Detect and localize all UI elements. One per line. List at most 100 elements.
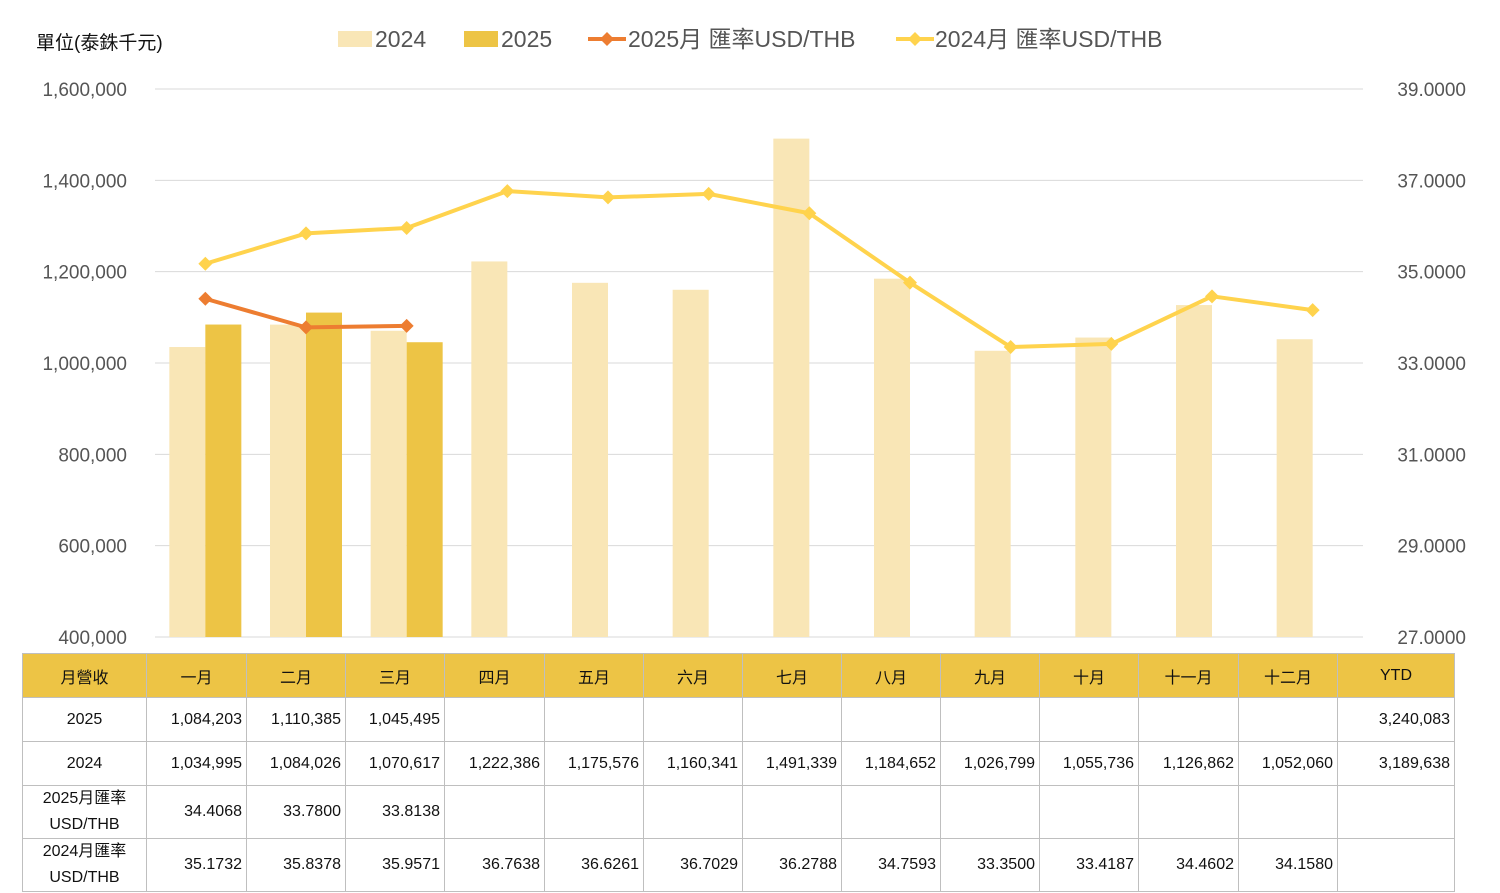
lines [198,184,1320,355]
fx-2025-point [399,318,414,333]
table-cell: 1,222,386 [444,741,545,786]
table-cell: 35.1732 [146,838,247,892]
left-tick-label: 1,200,000 [42,263,127,284]
table-cell: 35.9571 [345,838,445,892]
fx-2024-point [500,184,515,199]
bar-2024 [1276,339,1313,637]
table-header-cell: 八月 [841,653,941,698]
fx-2024-point [903,275,917,290]
table-cell [444,785,545,839]
fx-2024-point [299,226,313,241]
table-header-cell: 十二月 [1238,653,1338,698]
right-axis: 27.0000 29.0000 31.0000 33.0000 35.0000 37.00… [1397,80,1466,649]
table-cell [643,697,743,742]
table-cell: 36.7029 [643,838,743,892]
table-cell [444,697,545,742]
fx-2024-point [1305,303,1320,318]
table-cell [1238,785,1338,839]
left-tick-label: 1,400,000 [42,171,127,192]
bar-2024 [974,350,1011,637]
table-cell: 1,055,736 [1039,741,1139,786]
table-cell: 1,491,339 [742,741,842,786]
fx-2024-point [399,220,414,235]
bar-2024 [471,261,508,637]
table-cell: 34.1580 [1238,838,1338,892]
legend-marker-fx-2025 [600,32,614,46]
table-header-label: 月營收 [22,653,147,698]
table-cell [544,697,644,742]
legend-swatch-2024 [338,31,372,47]
legend-swatch-2025 [464,31,498,47]
table-cell: 1,045,495 [345,697,445,742]
bar-2024 [572,282,608,637]
fx-2024-line [203,189,1315,350]
table-header-cell: 四月 [444,653,545,698]
table-cell: 33.7800 [246,785,346,839]
right-tick-label: 33.0000 [1397,354,1466,375]
table-header-cell: 五月 [544,653,644,698]
table-header-cell: 一月 [146,653,247,698]
table-header-cell: 十一月 [1138,653,1239,698]
bar-2025 [306,312,342,637]
row-label-line1: 2024月匯率 [42,843,127,860]
table-cell: 1,126,862 [1138,741,1239,786]
table-header-cell: 七月 [742,653,842,698]
table-cell: 1,084,203 [146,697,247,742]
fx-2024-point [802,206,817,221]
gridlines [155,88,1363,638]
fx-2024-point [701,186,716,201]
table-cell [643,785,743,839]
row-label: 2025 [22,697,147,742]
table-header-cell: 十月 [1039,653,1139,698]
left-tick-label: 800,000 [58,445,127,466]
legend-label-fx-2024: 2024月 匯率USD/THB [935,26,1163,52]
table-header-cell: 二月 [246,653,346,698]
table-cell [841,697,941,742]
fx-2024-point [601,190,615,205]
legend: 2024 2025 2025月 匯率USD/THB 2024月 匯率USD/THB [338,26,1163,52]
table-cell: 1,160,341 [643,741,743,786]
row-label: 2024月匯率 USD/THB [22,838,147,892]
left-tick-label: 600,000 [58,537,127,558]
table-cell: 34.4602 [1138,838,1239,892]
left-axis: 400,000 600,000 800,000 1,000,000 1,200,000 1… [42,80,127,649]
legend-label-2025: 2025 [501,26,552,52]
bar-2024 [169,347,206,637]
legend-label-2024: 2024 [375,26,426,52]
table-cell: 36.6261 [544,838,644,892]
table-row-2025: 2025 1,084,203 1,110,385 1,045,495 3,240,08… [22,697,1455,742]
table-cell: 1,070,617 [345,741,445,786]
right-tick-label: 37.0000 [1397,171,1466,192]
bar-2024 [874,278,910,637]
bar-2024 [1075,337,1112,637]
table-cell [1039,697,1139,742]
table-cell [841,785,941,839]
combo-chart: 400,000 600,000 800,000 1,000,000 1,200,000 1… [42,26,1466,649]
table-cell: 1,052,060 [1238,741,1338,786]
table-cell: 1,034,995 [146,741,247,786]
table-cell: 1,175,576 [544,741,644,786]
table-cell [940,697,1040,742]
right-tick-label: 29.0000 [1397,537,1466,558]
table-cell [1039,785,1139,839]
table-cell: 3,240,083 [1337,697,1455,742]
left-tick-label: 1,600,000 [42,80,127,101]
table-row-fx-2024: 2024月匯率 USD/THB 35.1732 35.8378 35.9571 36.7… [22,838,1455,892]
bar-2024 [672,289,709,637]
table-cell: 1,110,385 [246,697,346,742]
table-cell: 33.8138 [345,785,445,839]
table-cell [1138,785,1239,839]
row-label-line1: 2025月匯率 [42,790,127,807]
bars [169,138,1313,637]
row-label-line2: USD/THB [49,816,120,833]
table-cell [940,785,1040,839]
table-cell: 36.2788 [742,838,842,892]
legend-marker-fx-2024 [908,32,922,46]
bar-2025 [406,342,443,637]
table-header-cell: 六月 [643,653,743,698]
bar-2024 [370,330,407,637]
table-cell [1337,785,1455,839]
fx-2024-point [1104,336,1119,351]
table-cell: 34.7593 [841,838,941,892]
left-tick-label: 400,000 [58,628,127,649]
